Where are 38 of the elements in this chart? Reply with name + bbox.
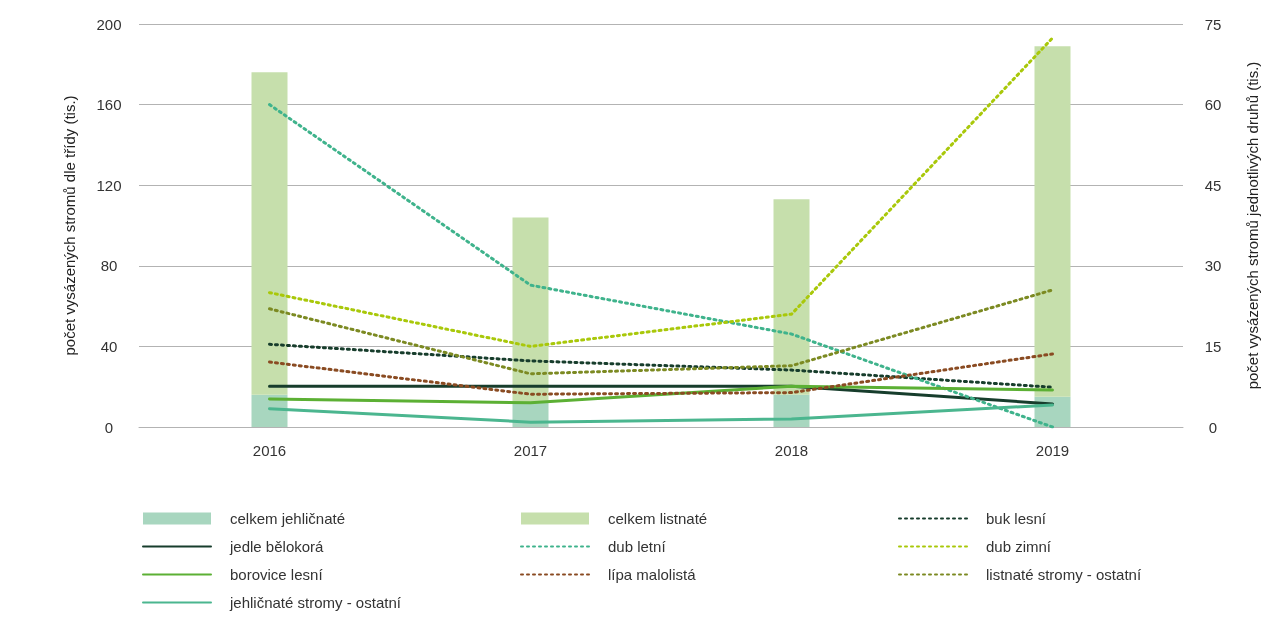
line-series	[268, 352, 1054, 396]
y2-axis-title: počet vysázených stromů jednotlivých druhů (tis.)	[1244, 61, 1261, 390]
legend-label: jedle bělokorá	[229, 538, 325, 555]
line-series	[268, 103, 1054, 429]
line-series	[268, 342, 1054, 389]
legend-label: celkem jehličnaté	[230, 510, 346, 527]
x-tick-label: 2019	[1035, 442, 1070, 459]
legend-label: jehličnaté stromy - ostatní	[229, 594, 402, 611]
bar	[512, 217, 549, 403]
y2-tick-label: 60	[1204, 96, 1222, 114]
y-tick-label: 80	[100, 257, 118, 275]
legend-label: buk lesní	[986, 510, 1047, 527]
y-tick-label: 120	[96, 176, 122, 194]
x-tick-label: 2018	[774, 442, 809, 459]
y-axis-title: počet vysázených stromů dle třídy (tis.)	[61, 95, 78, 356]
y2-tick-label: 30	[1204, 257, 1222, 275]
legend-label: borovice lesní	[230, 566, 324, 583]
bar	[773, 394, 810, 427]
line-series	[268, 288, 1054, 376]
y2-tick-label: 75	[1204, 15, 1222, 33]
y-tick-label: 0	[104, 418, 114, 436]
bar	[1034, 46, 1071, 397]
y2-tick-label: 15	[1204, 337, 1222, 355]
y-tick-label: 160	[96, 96, 122, 114]
y-tick-label: 200	[96, 15, 122, 33]
y2-tick-label: 0	[1208, 418, 1218, 436]
legend-label: listnaté stromy - ostatní	[986, 566, 1142, 583]
y2-tick-label: 45	[1204, 176, 1222, 194]
bar	[251, 72, 288, 395]
x-tick-label: 2017	[513, 442, 548, 459]
y-tick-label: 40	[100, 337, 118, 355]
legend-label: celkem listnaté	[608, 510, 708, 527]
line-series	[268, 36, 1054, 348]
legend-label: dub zimní	[986, 538, 1052, 555]
legend-label: dub letní	[608, 538, 667, 555]
legend-label: lípa malolistá	[608, 566, 697, 583]
bar	[773, 199, 810, 395]
x-tick-label: 2016	[252, 442, 287, 459]
